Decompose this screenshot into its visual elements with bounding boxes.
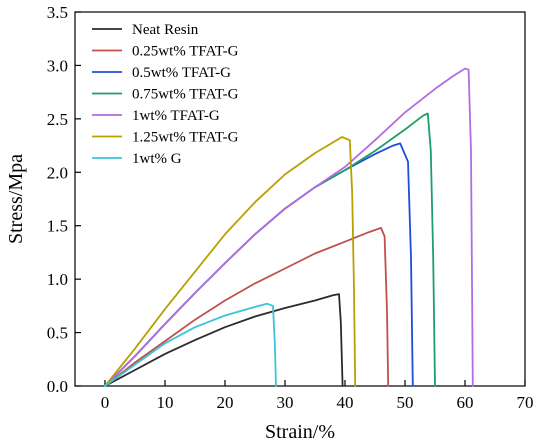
legend-label: 0.75wt% TFAT-G: [132, 87, 239, 103]
legend-label: 0.5wt% TFAT-G: [132, 65, 231, 81]
x-axis-ticks: 0 10 20 30 40 50 60 70: [101, 380, 534, 412]
legend-label: 1.25wt% TFAT-G: [132, 130, 239, 146]
x-tick-label: 40: [337, 393, 354, 412]
x-tick-label: 30: [277, 393, 294, 412]
series-line-3: [104, 142, 414, 387]
legend-label: 1wt% G: [132, 151, 182, 167]
series-line-7: [104, 302, 277, 387]
x-tick-label: 0: [101, 393, 110, 412]
y-tick-label: 0.0: [47, 377, 68, 396]
y-tick-label: 2.0: [47, 163, 68, 182]
plot-border: [74, 11, 526, 387]
y-tick-label: 3.5: [47, 3, 68, 22]
y-tick-label: 0.5: [47, 324, 68, 343]
x-tick-label: 60: [457, 393, 474, 412]
plot-frame: [74, 11, 526, 387]
x-axis-title: Strain/%: [265, 421, 335, 443]
x-tick-label: 50: [397, 393, 414, 412]
legend: Neat Resin 0.25wt% TFAT-G 0.5wt% TFAT-G 0.7…: [92, 22, 239, 167]
y-tick-label: 2.5: [47, 110, 68, 129]
y-tick-label: 1.0: [47, 270, 68, 289]
series-line-5: [104, 67, 474, 387]
series-lines: [104, 67, 474, 387]
x-tick-label: 20: [217, 393, 234, 412]
series-line-6: [104, 136, 357, 387]
legend-label: 1wt% TFAT-G: [132, 108, 220, 124]
y-tick-label: 1.5: [47, 217, 68, 236]
y-tick-label: 3.0: [47, 56, 68, 75]
legend-label: 0.25wt% TFAT-G: [132, 44, 239, 60]
series-line-1: [104, 293, 344, 387]
x-tick-label: 10: [157, 393, 174, 412]
y-axis-ticks: 0.0 0.5 1.0 1.5 2.0 2.5 3.0 3.5: [47, 3, 81, 396]
legend-label: Neat Resin: [132, 22, 199, 38]
y-axis-title: Stress/Mpa: [5, 154, 27, 244]
series-line-2: [104, 226, 390, 387]
x-tick-label: 70: [517, 393, 534, 412]
